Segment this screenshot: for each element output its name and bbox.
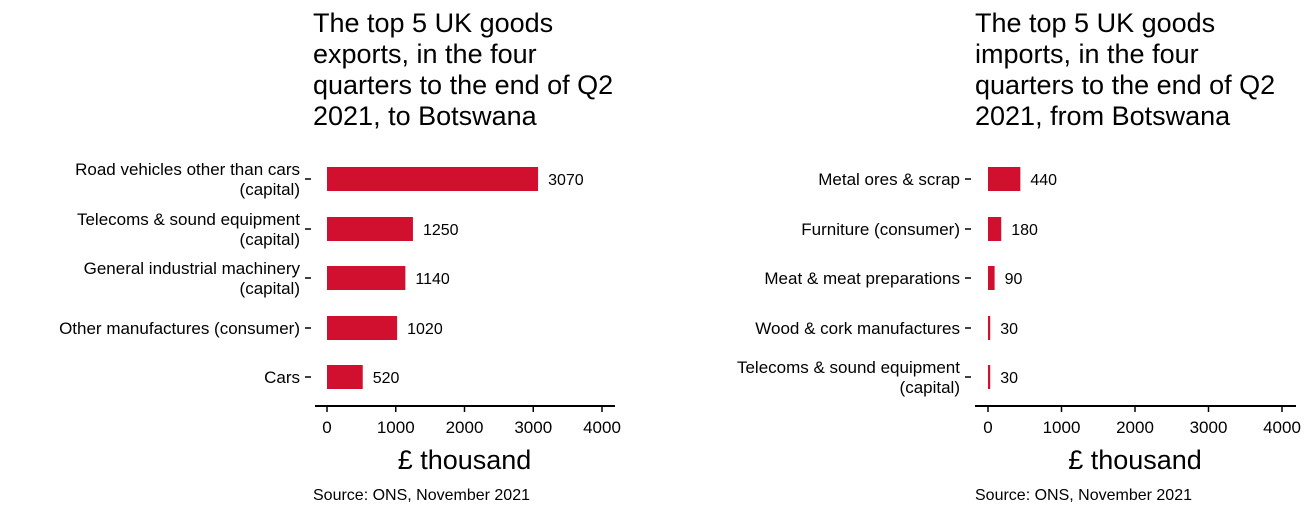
source-note: Source: ONS, November 2021	[975, 487, 1192, 504]
x-axis-label: £ thousand	[1068, 445, 1202, 475]
x-tick-label: 0	[983, 418, 992, 437]
x-tick-label: 1000	[1043, 418, 1081, 437]
bar	[327, 365, 363, 389]
x-axis-label: £ thousand	[398, 445, 532, 475]
category-label: (capital)	[240, 180, 300, 199]
category-label: (capital)	[240, 279, 300, 298]
bar	[988, 316, 991, 340]
chart-title-line: quarters to the end of Q2	[975, 70, 1275, 100]
data-label: 30	[1000, 321, 1018, 338]
bar	[327, 167, 539, 191]
data-label: 520	[373, 370, 400, 387]
data-label: 440	[1030, 172, 1057, 189]
data-label: 30	[1000, 370, 1018, 387]
x-tick-label: 2000	[446, 418, 484, 437]
category-label: General industrial machinery	[84, 259, 301, 278]
category-label: Furniture (consumer)	[801, 220, 960, 239]
category-label: Telecoms & sound equipment	[737, 358, 960, 377]
category-label: Wood & cork manufactures	[755, 319, 960, 338]
bar	[327, 266, 406, 290]
bar	[988, 167, 1021, 191]
category-label: Metal ores & scrap	[818, 170, 960, 189]
chart-title-line: 2021, from Botswana	[975, 101, 1231, 131]
x-tick-label: 3000	[514, 418, 552, 437]
data-label: 90	[1005, 271, 1023, 288]
data-label: 3070	[548, 172, 584, 189]
bar	[988, 365, 991, 389]
category-label: Cars	[264, 368, 300, 387]
bar	[988, 217, 1002, 241]
category-label: Other manufactures (consumer)	[59, 319, 300, 338]
x-tick-label: 1000	[377, 418, 415, 437]
chart-title-line: The top 5 UK goods	[975, 8, 1215, 38]
bar	[327, 316, 398, 340]
x-tick-label: 3000	[1190, 418, 1228, 437]
source-note: Source: ONS, November 2021	[313, 487, 530, 504]
data-label: 1250	[423, 222, 459, 239]
x-tick-label: 0	[322, 418, 331, 437]
x-tick-label: 4000	[1263, 418, 1301, 437]
data-label: 1020	[407, 321, 443, 338]
bar	[327, 217, 413, 241]
category-label: Road vehicles other than cars	[75, 160, 300, 179]
chart-title-line: exports, in the four	[313, 39, 537, 69]
x-tick-label: 4000	[583, 418, 621, 437]
data-label: 1140	[415, 271, 450, 288]
category-label: Telecoms & sound equipment	[77, 210, 300, 229]
chart-title-line: The top 5 UK goods	[313, 8, 553, 38]
category-label: Meat & meat preparations	[764, 269, 960, 288]
chart-title-line: 2021, to Botswana	[313, 101, 538, 131]
x-tick-label: 2000	[1116, 418, 1154, 437]
category-label: (capital)	[240, 230, 300, 249]
chart-title-line: quarters to the end of Q2	[313, 70, 613, 100]
data-label: 180	[1011, 222, 1038, 239]
bar	[988, 266, 995, 290]
chart-title-line: imports, in the four	[975, 39, 1199, 69]
category-label: (capital)	[900, 378, 960, 397]
